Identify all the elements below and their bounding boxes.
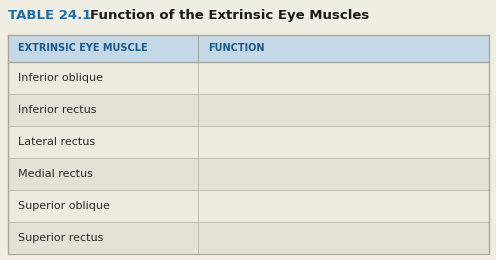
Bar: [8, 190, 489, 222]
Text: Inferior rectus: Inferior rectus: [18, 105, 97, 115]
Bar: [8, 35, 489, 62]
Bar: [8, 158, 489, 190]
Text: TABLE 24.1: TABLE 24.1: [8, 9, 91, 22]
Text: EXTRINSIC EYE MUSCLE: EXTRINSIC EYE MUSCLE: [18, 43, 148, 53]
Text: Superior rectus: Superior rectus: [18, 233, 103, 243]
Text: Inferior oblique: Inferior oblique: [18, 73, 103, 82]
Bar: [0, 0, 496, 35]
Bar: [8, 222, 489, 254]
Text: FUNCTION: FUNCTION: [208, 43, 264, 53]
Text: Lateral rectus: Lateral rectus: [18, 137, 95, 147]
Bar: [8, 35, 489, 254]
Text: Superior oblique: Superior oblique: [18, 201, 110, 211]
Text: Function of the Extrinsic Eye Muscles: Function of the Extrinsic Eye Muscles: [90, 9, 369, 22]
Bar: [8, 126, 489, 158]
Bar: [8, 62, 489, 94]
Bar: [8, 94, 489, 126]
Text: Medial rectus: Medial rectus: [18, 169, 93, 179]
